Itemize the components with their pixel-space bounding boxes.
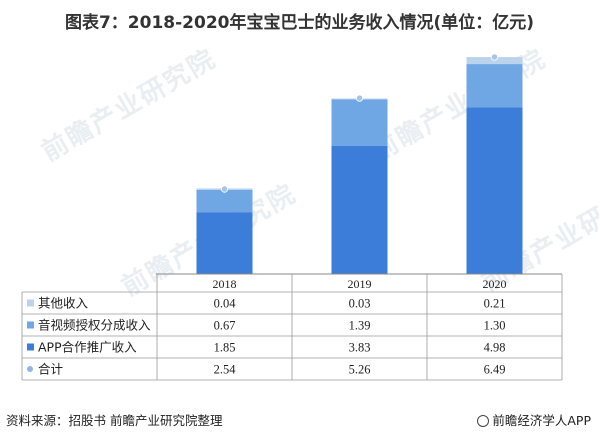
bar-segment <box>466 107 523 274</box>
legend-label: 其他收入 <box>38 296 89 311</box>
data-label: 0.04 <box>214 297 237 311</box>
x-tick-label: 2018 <box>213 277 237 291</box>
data-label: 2.54 <box>214 363 237 377</box>
bar-segment <box>331 145 388 274</box>
x-tick-label: 2020 <box>483 277 507 291</box>
data-label: 0.67 <box>214 319 236 333</box>
data-label: 5.26 <box>349 363 371 377</box>
chart-title: 图表7：2018-2020年宝宝巴士的业务收入情况(单位：亿元) <box>64 13 535 33</box>
legend-label: 音视频授权分成收入 <box>38 318 151 333</box>
total-marker <box>355 94 364 102</box>
legend-swatch <box>27 343 34 351</box>
total-marker <box>220 185 229 193</box>
data-label: 0.21 <box>484 297 506 311</box>
legend-label: APP合作推广收入 <box>38 340 137 355</box>
brand-logo-icon <box>477 415 490 427</box>
bar-segment <box>331 99 388 146</box>
brand-label: 前瞻经济学人APP <box>477 410 591 429</box>
data-label: 1.85 <box>214 341 236 355</box>
data-label: 6.49 <box>484 363 506 377</box>
data-label: 3.83 <box>349 341 371 355</box>
bar-segment <box>466 64 523 108</box>
chart-area: 2018 2019 2020 其他收入 0.04 0.03 0.21 音视频授权分成收入 0.6… <box>21 53 563 381</box>
bar-segment <box>196 189 253 213</box>
legend-swatch <box>27 299 34 307</box>
legend-swatch <box>27 321 34 329</box>
total-marker <box>490 53 499 61</box>
bar-segment <box>196 212 253 274</box>
data-label: 1.39 <box>349 319 371 333</box>
legend-swatch <box>27 366 33 372</box>
data-label: 1.30 <box>484 319 506 333</box>
brand-text: 前瞻经济学人APP <box>492 413 591 428</box>
x-tick-label: 2019 <box>348 277 372 291</box>
source-note: 资料来源：招股书 前瞻产业研究院整理 <box>6 413 223 428</box>
data-label: 4.98 <box>484 341 506 355</box>
legend-label: 合计 <box>38 362 63 377</box>
data-label: 0.03 <box>349 297 371 311</box>
